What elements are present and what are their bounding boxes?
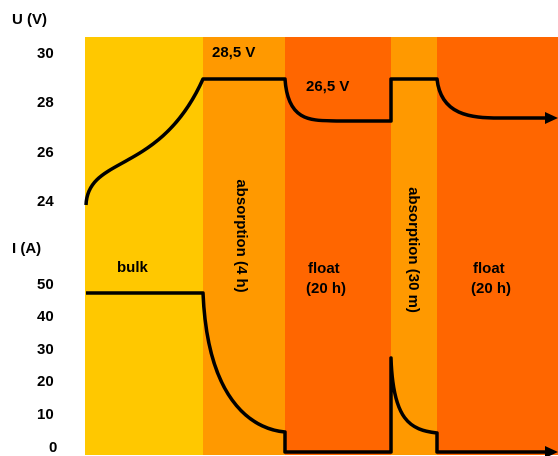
current-tick: 50: [37, 276, 54, 293]
phase-label-bulk: bulk: [117, 259, 148, 276]
phase-band-absorption-30m: [391, 37, 437, 455]
phase-band-absorption-4h: [203, 37, 285, 455]
voltage-tick: 24: [37, 193, 54, 210]
phase-label-float-2-line1: float: [473, 260, 505, 277]
current-tick: 30: [37, 341, 54, 358]
voltage-curve: [84, 77, 545, 206]
phase-label-float-1-line1: float: [308, 260, 340, 277]
phase-label-float-2-line2: (20 h): [471, 280, 511, 297]
phase-label-absorption-4h: absorption (4 h): [233, 179, 250, 292]
float-voltage-label: 26,5 V: [306, 78, 349, 95]
phase-band-float-2: [437, 37, 558, 455]
phase-label-float-1-line2: (20 h): [306, 280, 346, 297]
voltage-tick: 26: [37, 144, 54, 161]
current-tick: 10: [37, 406, 54, 423]
phase-band-bulk: [85, 37, 203, 455]
current-curve: [86, 291, 545, 454]
phase-label-absorption-30m: absorption (30 m): [405, 187, 422, 313]
current-tick: 20: [37, 373, 54, 390]
current-axis-label: I (A): [12, 240, 41, 257]
current-tick: 40: [37, 308, 54, 325]
phase-band-float-1: [285, 37, 391, 455]
current-tick: 0: [49, 439, 57, 456]
voltage-arrow-icon: [545, 112, 558, 124]
voltage-tick: 28: [37, 94, 54, 111]
absorption-voltage-label: 28,5 V: [212, 44, 255, 61]
voltage-axis-label: U (V): [12, 11, 47, 28]
voltage-tick: 30: [37, 45, 54, 62]
current-arrow-icon: [545, 446, 558, 456]
